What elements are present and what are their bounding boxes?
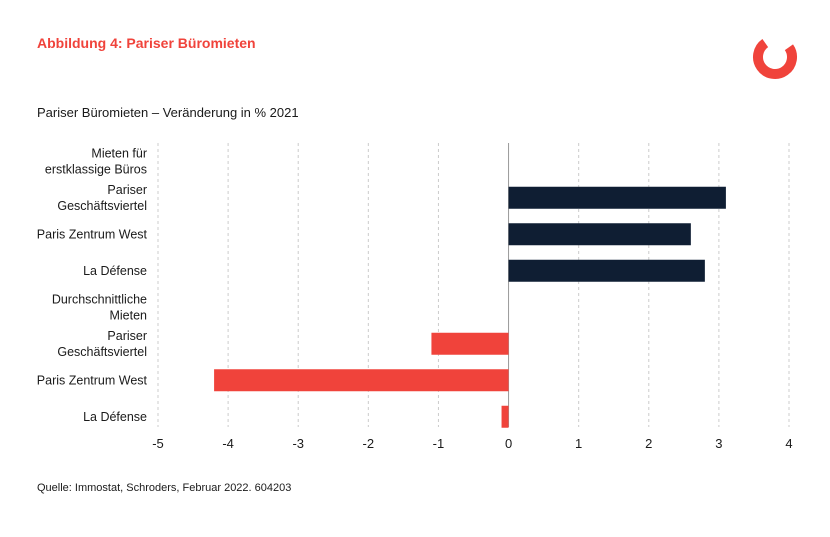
x-tick-labels: -5 -4 -3 -2 -1 0 1 2 3 4 [152,436,792,451]
category-label-line: Geschäftsviertel [57,199,147,213]
bar-erstklassig-2 [508,223,691,246]
x-tick-label: -3 [292,436,304,451]
source-note: Quelle: Immostat, Schroders, Februar 202… [37,482,292,494]
category-label-line: erstklassige Büros [45,162,147,176]
x-tick-label: -2 [363,436,375,451]
category-label-line: Pariser [107,329,147,343]
category-labels: Mieten für erstklassige Büros Pariser Gesch… [37,146,148,424]
category-label: Durchschnittliche Mieten [52,292,147,322]
x-tick-label: -1 [433,436,445,451]
bar-erstklassig-3 [508,259,705,282]
category-label-line: Mieten [109,308,147,322]
category-label: Paris Zentrum West [37,373,148,387]
x-tick-label: -5 [152,436,164,451]
category-label-line: Mieten für [91,146,147,160]
category-label-line: Paris Zentrum West [37,227,148,241]
category-label-line: Pariser [107,183,147,197]
category-label-line: Durchschnittliche [52,292,147,306]
x-tick-label: -4 [222,436,234,451]
figure-label: Abbildung 4: Pariser Büromieten [37,35,256,51]
bar-durchschnitt-7 [501,405,509,428]
category-label-line: Paris Zentrum West [37,373,148,387]
x-tick-label: 4 [785,436,792,451]
category-label: La Défense [83,264,147,278]
bars [214,186,726,428]
x-tick-label: 1 [575,436,582,451]
x-tick-label: 3 [715,436,722,451]
x-tick-label: 2 [645,436,652,451]
category-label: La Défense [83,410,147,424]
x-tick-label: 0 [505,436,512,451]
category-label-line: La Défense [83,410,147,424]
chart-title: Pariser Büromieten – Veränderung in % 20… [37,105,299,120]
category-label: Mieten für erstklassige Büros [45,146,147,176]
bar-durchschnitt-5 [431,332,509,355]
schroders-logo-icon [753,35,797,79]
category-label: Paris Zentrum West [37,227,148,241]
bar-erstklassig-1 [508,186,726,209]
category-label: Pariser Geschäftsviertel [57,183,147,213]
category-label: Pariser Geschäftsviertel [57,329,147,359]
bar-durchschnitt-6 [214,369,509,392]
category-label-line: La Défense [83,264,147,278]
category-label-line: Geschäftsviertel [57,345,147,359]
